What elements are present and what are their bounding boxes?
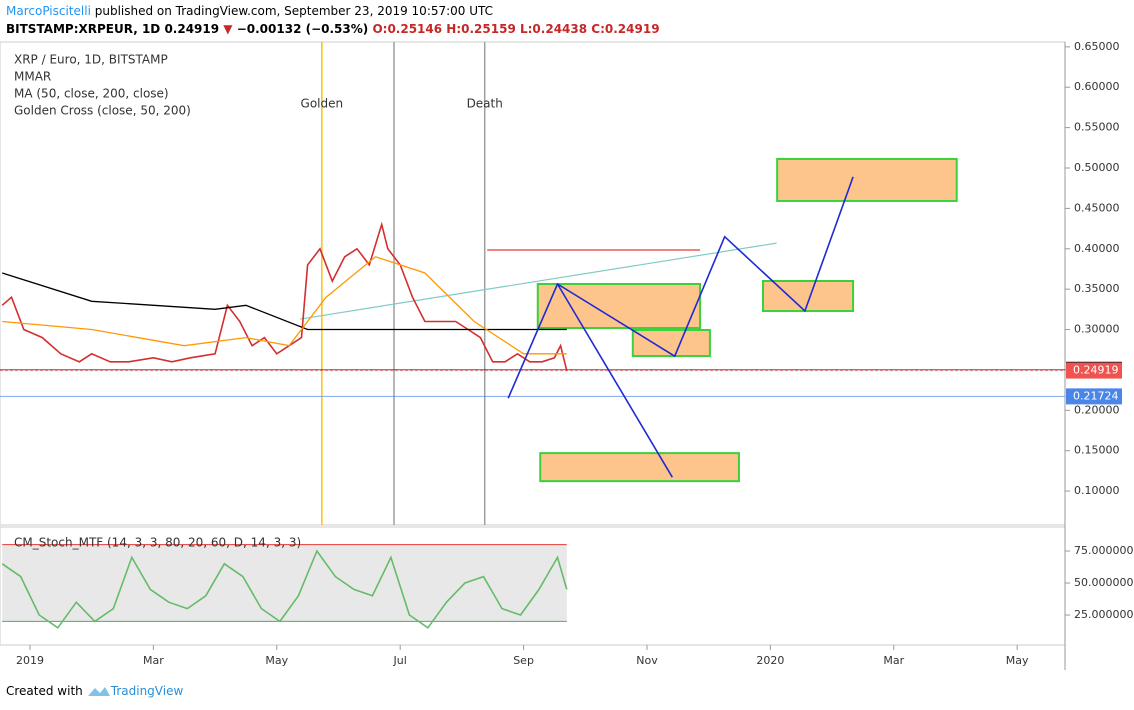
y-tick-label: 0.35000 — [1074, 282, 1120, 295]
y-tick-label: 75.000000 — [1074, 544, 1134, 557]
price-tag — [1066, 362, 1122, 379]
x-tick-label: Sep — [513, 654, 534, 667]
pane-title: XRP / Euro, 1D, BITSTAMP — [14, 53, 168, 67]
down-arrow: ▼ — [223, 22, 233, 36]
footer: Created with TradingView — [6, 684, 183, 698]
series-line — [2, 256, 567, 355]
author[interactable]: MarcoPiscitelli — [6, 4, 91, 18]
y-tick-label: 25.000000 — [1074, 608, 1134, 621]
y-tick-label: 0.60000 — [1074, 80, 1120, 93]
symbol: BITSTAMP:XRPEUR, 1D — [6, 22, 161, 36]
target-zone — [539, 452, 740, 483]
legend-entry: Golden Cross (close, 50, 200) — [14, 104, 191, 118]
legend-entry: MA (50, close, 200, close) — [14, 87, 169, 101]
target-zone — [536, 282, 702, 330]
y-tick-label: 0.55000 — [1074, 121, 1120, 134]
y-tick-label: 0.15000 — [1074, 444, 1120, 457]
x-tick-label: May — [1006, 654, 1029, 667]
x-tick-label: Jul — [393, 654, 407, 667]
arrow-path — [556, 283, 673, 478]
arrow-path — [507, 176, 854, 399]
last: 0.24919 — [164, 22, 220, 36]
y-tick-label: 0.10000 — [1074, 484, 1120, 497]
y-tick-label: 0.45000 — [1074, 201, 1120, 214]
y-tick-label: 0.40000 — [1074, 242, 1120, 255]
low: L:0.24438 — [519, 22, 588, 36]
band-fill — [2, 544, 567, 622]
series-line — [2, 272, 567, 331]
header-line-2: BITSTAMP:XRPEUR, 1D 0.24919 ▼ −0.00132 (… — [6, 22, 660, 36]
high: H:0.25159 — [446, 22, 516, 36]
y-tick-label: 0.50000 — [1074, 161, 1120, 174]
x-tick-label: 2019 — [16, 654, 44, 667]
x-tick-label: 2020 — [756, 654, 784, 667]
series-line — [1, 549, 568, 629]
open: O:0.25146 — [372, 22, 443, 36]
x-tick-label: Mar — [883, 654, 904, 667]
price-tag — [1066, 388, 1122, 405]
target-zone — [631, 329, 711, 358]
trend-line — [300, 242, 777, 320]
y-tick-label: 0.20000 — [1074, 403, 1120, 416]
change: −0.00132 (−0.53%) — [236, 22, 369, 36]
y-tick-label: 0.65000 — [1074, 40, 1120, 53]
target-zone — [776, 157, 958, 202]
price-tag-label: 0.24919 — [1073, 364, 1119, 377]
brand[interactable]: TradingView — [110, 684, 184, 698]
y-tick-label: 0.30000 — [1074, 323, 1120, 336]
price-tag-label: 0.21724 — [1073, 389, 1119, 402]
published: published on TradingView.com, September … — [94, 4, 494, 18]
pane-title: CM_Stoch_MTF (14, 3, 3, 80, 20, 60, D, 1… — [14, 536, 301, 550]
series-line — [1, 221, 568, 371]
chart: 0.100000.150000.200000.250000.300000.350… — [0, 40, 1134, 670]
created-with: Created with — [6, 684, 83, 698]
close: C:0.24919 — [591, 22, 660, 36]
x-tick-label: Nov — [636, 654, 658, 667]
x-tick-label: Mar — [143, 654, 164, 667]
x-tick-label: May — [265, 654, 288, 667]
tv-logo — [87, 687, 110, 696]
event-label: Death — [467, 97, 503, 111]
header-line-1: MarcoPiscitelli published on TradingView… — [6, 4, 493, 18]
event-label: Golden — [301, 97, 344, 111]
y-tick-label: 50.000000 — [1074, 576, 1134, 589]
legend-entry: MMAR — [14, 70, 51, 84]
